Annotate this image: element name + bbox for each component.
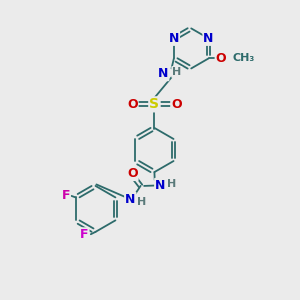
Text: O: O: [127, 98, 138, 111]
Text: N: N: [169, 32, 179, 45]
Text: O: O: [216, 52, 226, 65]
Text: CH₃: CH₃: [232, 53, 254, 63]
Text: O: O: [171, 98, 182, 111]
Text: S: S: [149, 98, 159, 111]
Text: H: H: [172, 67, 182, 77]
Text: N: N: [203, 32, 214, 45]
Text: O: O: [127, 167, 138, 180]
Text: N: N: [158, 67, 169, 80]
Text: N: N: [125, 193, 136, 206]
Text: F: F: [80, 228, 88, 241]
Text: H: H: [137, 197, 146, 207]
Text: H: H: [167, 179, 176, 189]
Text: N: N: [155, 179, 166, 192]
Text: F: F: [61, 189, 70, 203]
